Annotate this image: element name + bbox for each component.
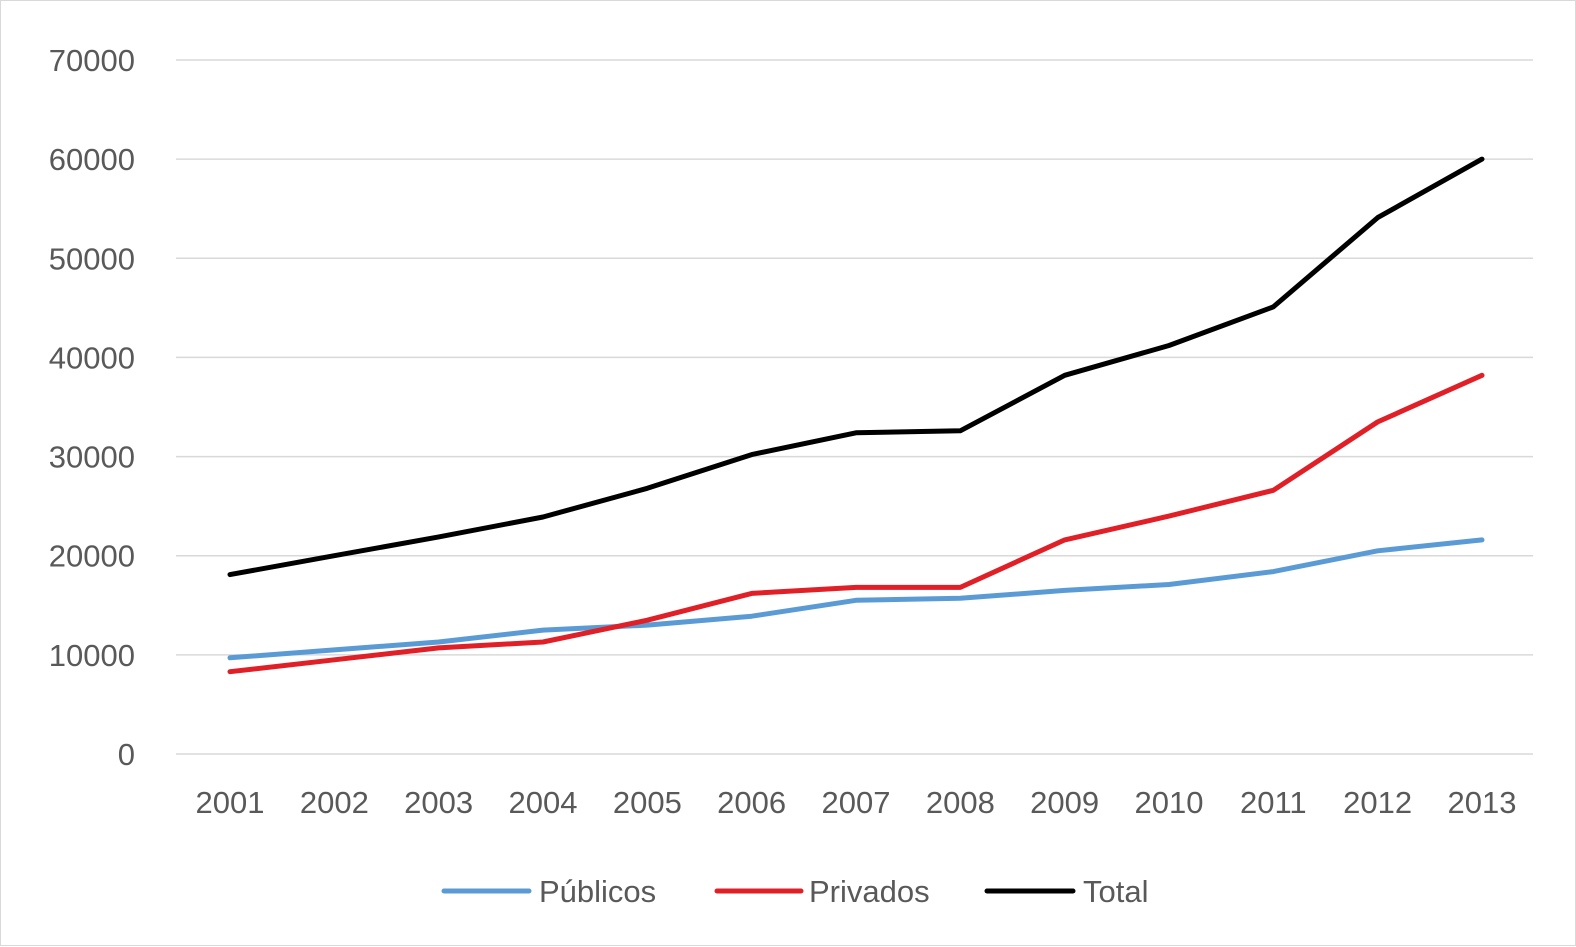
y-axis-tick-labels: 0 10000 20000 30000 40000 50000 60000 70000 [49,43,135,772]
y-tick-label: 20000 [49,539,135,574]
x-tick-label: 2007 [822,785,891,820]
y-tick-label: 70000 [49,43,135,78]
series-line-total [227,156,1485,578]
x-tick-label: 2002 [300,785,369,820]
y-tick-label: 0 [118,737,135,772]
series-line-publicos [227,537,1485,661]
x-tick-label: 2005 [613,785,682,820]
x-tick-label: 2010 [1135,785,1204,820]
x-tick-label: 2006 [717,785,786,820]
legend-label: Privados [809,874,930,909]
legend-label: Públicos [539,874,656,909]
x-tick-label: 2011 [1240,785,1307,820]
x-tick-label: 2001 [196,785,265,820]
series-lines [227,156,1485,675]
x-tick-label: 2009 [1030,785,1099,820]
y-tick-label: 30000 [49,440,135,475]
x-tick-label: 2008 [926,785,995,820]
x-tick-label: 2012 [1343,785,1412,820]
gridlines [176,59,1533,755]
x-axis-tick-labels: 2001 2002 2003 2004 2005 2006 2007 2008 2009 2010… [196,785,1517,820]
legend: Públicos Privados Total [441,874,1148,909]
legend-label: Total [1083,874,1148,909]
legend-item-total: Total [984,874,1148,909]
legend-item-publicos: Públicos [441,874,656,909]
y-tick-label: 40000 [49,340,135,375]
x-tick-label: 2003 [404,785,473,820]
legend-item-privados: Privados [714,874,930,909]
x-tick-label: 2013 [1448,785,1517,820]
series-line-privados [227,372,1485,675]
y-tick-label: 60000 [49,142,135,177]
x-tick-label: 2004 [509,785,578,820]
y-tick-label: 10000 [49,638,135,673]
y-tick-label: 50000 [49,241,135,276]
